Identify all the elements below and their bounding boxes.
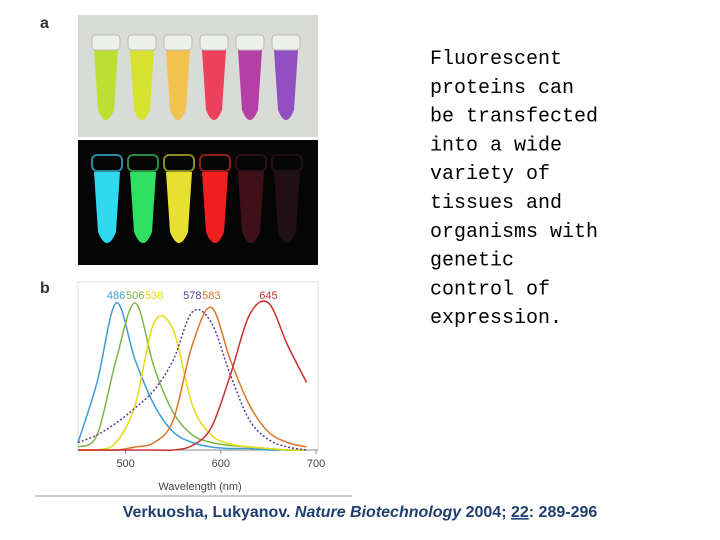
- text-line: variety of: [430, 163, 550, 186]
- peak-label: 578: [183, 290, 201, 302]
- citation-authors: Verkuosha, Lukyanov.: [123, 504, 291, 521]
- peak-label: 645: [259, 290, 277, 302]
- text-line: genetic: [430, 250, 514, 273]
- x-axis-label: Wavelength (nm): [158, 481, 241, 493]
- text-line: tissues and: [430, 192, 562, 215]
- x-tick-label: 500: [116, 458, 134, 470]
- peak-label: 506: [126, 290, 144, 302]
- citation-volume: 22: [511, 504, 529, 521]
- spectrum-line: [77, 315, 307, 452]
- text-line: be transfected: [430, 106, 598, 129]
- text-line: into a wide: [430, 134, 562, 157]
- spectrum-line: [77, 300, 308, 452]
- panel-label: a: [40, 15, 49, 32]
- citation-pages: : 289-296: [529, 504, 598, 521]
- text-line: proteins can: [430, 77, 574, 100]
- x-tick-label: 600: [212, 458, 230, 470]
- citation-year: 2004;: [466, 504, 507, 521]
- panel-label: b: [40, 280, 50, 297]
- peak-label: 486: [107, 290, 125, 302]
- citation: Verkuosha, Lukyanov. Nature Biotechnolog…: [123, 504, 598, 521]
- citation-journal: Nature Biotechnology: [295, 504, 462, 521]
- tubes-daylight-photo: [78, 15, 318, 137]
- spectrum-line: [77, 308, 307, 451]
- text-line: organisms with: [430, 221, 598, 244]
- spectrum-line: [77, 302, 307, 451]
- text-line: expression.: [430, 307, 562, 330]
- text-block: Fluorescent proteins can be transfected int…: [430, 48, 598, 330]
- tubes-fluorescence-photo: [78, 140, 318, 265]
- peak-label: 583: [202, 290, 220, 302]
- text-line: Fluorescent: [430, 48, 562, 71]
- text-line: control of: [430, 278, 550, 301]
- peak-label: 538: [145, 290, 163, 302]
- x-tick-label: 700: [307, 458, 325, 470]
